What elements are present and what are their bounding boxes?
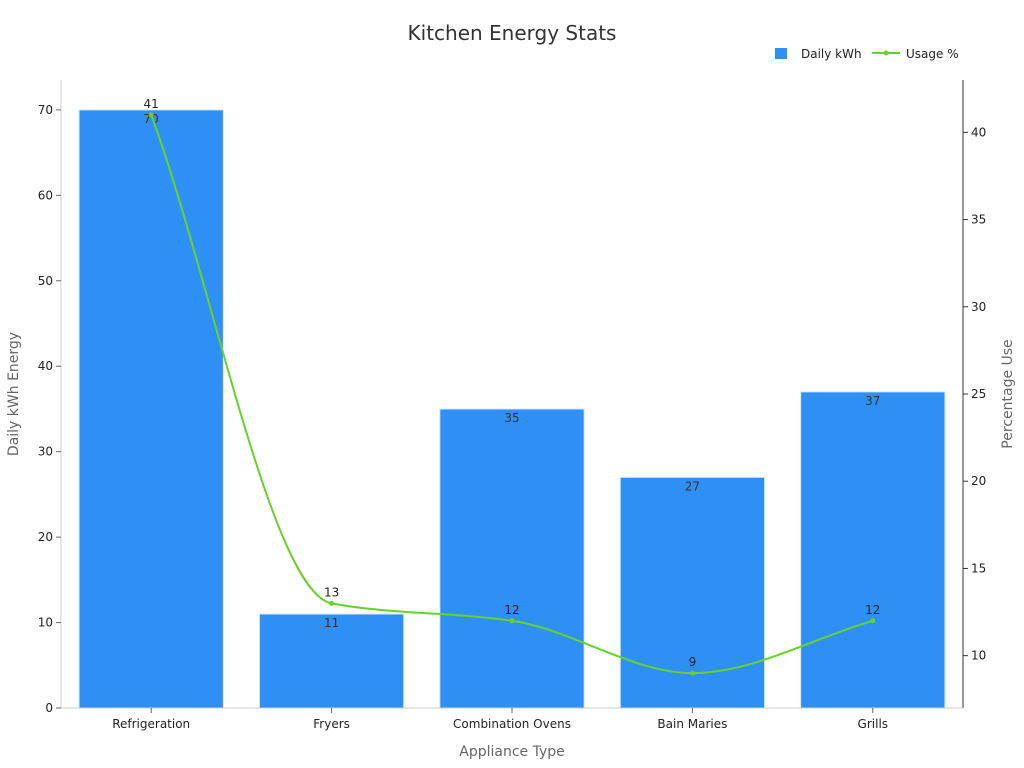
x-tick-label: Fryers <box>313 717 350 731</box>
legend-label-daily-kwh: Daily kWh <box>801 47 862 61</box>
x-tick-label: Refrigeration <box>112 717 190 731</box>
bar-labels-layer: 70 11 35 27 37 <box>144 112 881 630</box>
bar-combination-ovens <box>439 408 585 709</box>
y-left-tick-label: 40 <box>38 359 53 373</box>
y-right-axis-title: Percentage Use <box>1000 339 1016 448</box>
y-right-tick-label: 40 <box>971 125 986 139</box>
usage-value-label: 9 <box>689 655 697 669</box>
bars-layer <box>78 109 946 709</box>
usage-value-label: 12 <box>865 603 880 617</box>
usage-point <box>870 618 876 624</box>
axes-layer: 0 10 20 30 40 50 60 70 10 15 20 25 30 35 40 Refrigerati… <box>38 80 986 731</box>
legend-swatch-daily-kwh <box>775 48 787 59</box>
y-left-tick-label: 10 <box>38 616 53 630</box>
usage-point <box>148 112 154 118</box>
bar-grills <box>800 391 946 709</box>
y-right-tick-label: 30 <box>971 300 986 314</box>
y-left-axis-title: Daily kWh Energy <box>6 332 22 456</box>
x-axis-title: Appliance Type <box>459 744 565 760</box>
y-left-tick-label: 20 <box>38 530 53 544</box>
x-tick-label: Combination Ovens <box>453 717 571 731</box>
bar-value-label: 35 <box>504 411 519 425</box>
y-right-tick-label: 20 <box>971 474 986 488</box>
usage-value-label: 41 <box>144 97 159 111</box>
y-left-tick-label: 0 <box>45 701 53 715</box>
bar-value-label: 37 <box>865 394 880 408</box>
y-left-tick-label: 70 <box>38 103 53 117</box>
x-tick-label: Grills <box>858 717 889 731</box>
chart-title: Kitchen Energy Stats <box>408 21 617 45</box>
usage-line <box>150 114 874 675</box>
y-right-tick-label: 10 <box>971 649 986 663</box>
bar-bain-maries <box>619 476 766 709</box>
usage-value-label: 13 <box>324 585 339 599</box>
bar-refrigeration <box>78 109 224 709</box>
bar-value-label: 70 <box>144 112 159 126</box>
bar-value-label: 27 <box>685 479 700 493</box>
usage-value-label: 12 <box>504 603 519 617</box>
x-tick-label: Bain Maries <box>657 717 727 731</box>
y-left-tick-label: 60 <box>38 188 53 202</box>
legend: Daily kWh Usage % <box>775 47 959 61</box>
y-right-tick-label: 15 <box>971 561 986 575</box>
usage-point <box>509 618 515 624</box>
y-right-tick-label: 25 <box>971 387 986 401</box>
y-right-tick-label: 35 <box>971 213 986 227</box>
line-layer <box>148 112 876 676</box>
y-left-tick-label: 30 <box>38 445 53 459</box>
usage-point <box>329 600 335 606</box>
bar-value-label: 11 <box>324 616 339 630</box>
bar-fryers <box>258 613 405 709</box>
legend-label-usage: Usage % <box>906 47 959 61</box>
line-labels-layer: 41 13 12 9 12 <box>144 97 881 669</box>
usage-point <box>689 670 695 676</box>
y-left-tick-label: 50 <box>38 274 53 288</box>
legend-marker-usage <box>883 50 889 56</box>
